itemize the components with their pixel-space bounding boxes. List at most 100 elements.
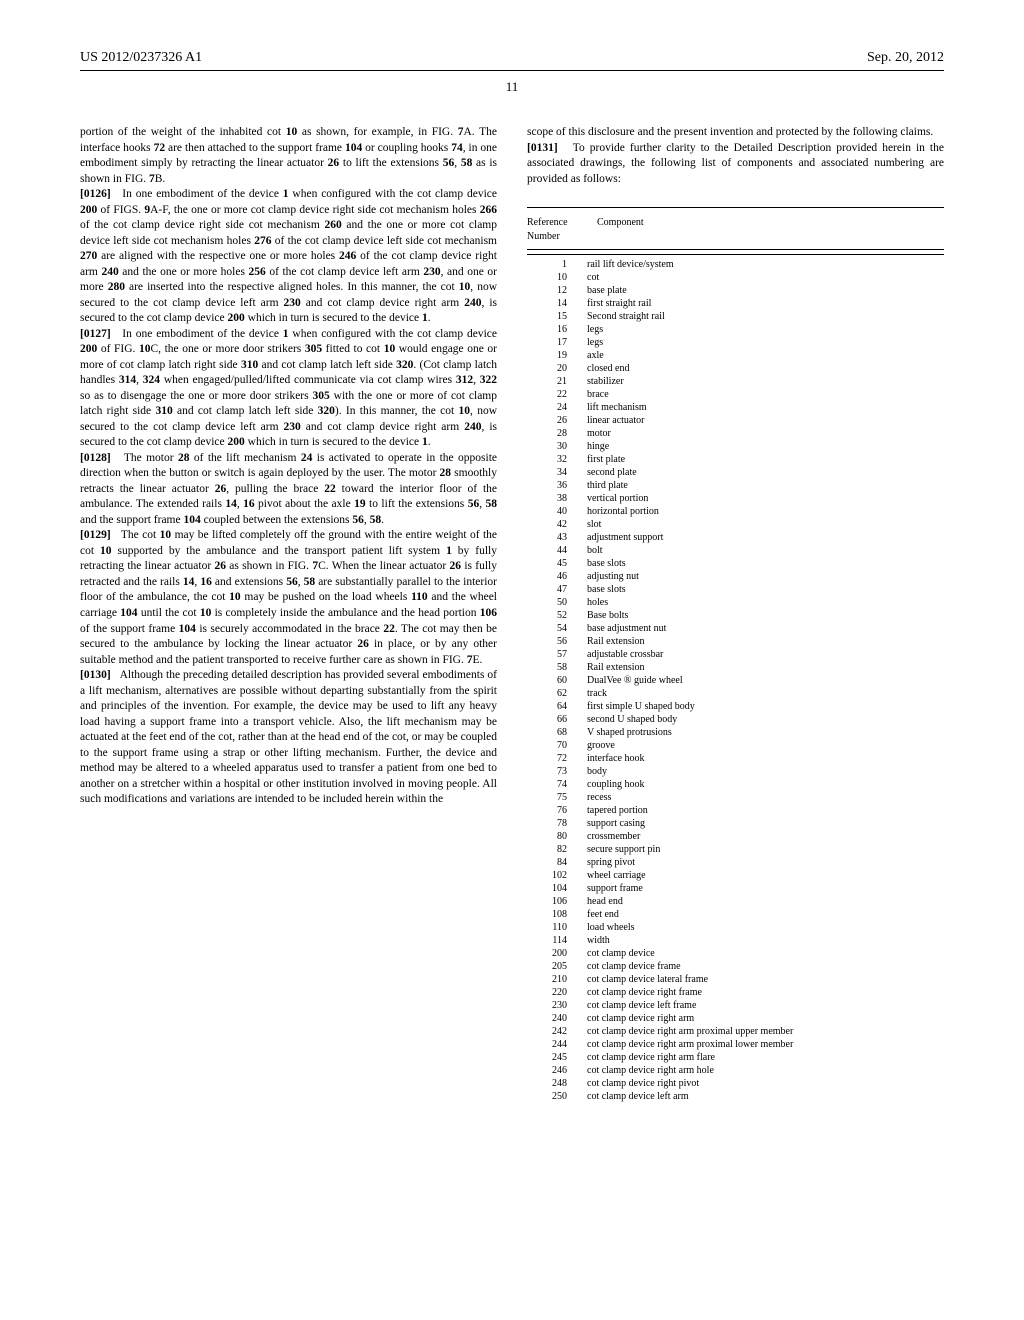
ref-number: 82 [527, 843, 587, 856]
ref-row: 56Rail extension [527, 635, 944, 648]
ref-number: 73 [527, 765, 587, 778]
ref-component: cot clamp device right pivot [587, 1077, 944, 1090]
ref-component: linear actuator [587, 414, 944, 427]
ref-number: 14 [527, 297, 587, 310]
ref-component: DualVee ® guide wheel [587, 674, 944, 687]
ref-row: 242cot clamp device right arm proximal u… [527, 1025, 944, 1038]
ref-row: 17legs [527, 336, 944, 349]
ref-component: hinge [587, 440, 944, 453]
ref-component: wheel carriage [587, 869, 944, 882]
ref-number: 70 [527, 739, 587, 752]
ref-row: 106head end [527, 895, 944, 908]
ref-component: Base bolts [587, 609, 944, 622]
ref-row: 19axle [527, 349, 944, 362]
ref-number: 38 [527, 492, 587, 505]
ref-row: 102wheel carriage [527, 869, 944, 882]
ref-header-number: ReferenceNumber [527, 216, 587, 243]
ref-component: adjustable crossbar [587, 648, 944, 661]
ref-number: 52 [527, 609, 587, 622]
ref-number: 205 [527, 960, 587, 973]
ref-component: cot clamp device right arm proximal lowe… [587, 1038, 944, 1051]
ref-row: 54base adjustment nut [527, 622, 944, 635]
ref-row: 80crossmember [527, 830, 944, 843]
ref-row: 36third plate [527, 479, 944, 492]
ref-row: 10cot [527, 271, 944, 284]
ref-component: cot clamp device right arm flare [587, 1051, 944, 1064]
ref-number: 72 [527, 752, 587, 765]
ref-component: spring pivot [587, 856, 944, 869]
ref-number: 30 [527, 440, 587, 453]
ref-component: second U shaped body [587, 713, 944, 726]
ref-row: 22brace [527, 388, 944, 401]
ref-row: 50holes [527, 596, 944, 609]
ref-row: 78support casing [527, 817, 944, 830]
ref-component: recess [587, 791, 944, 804]
ref-component: adjusting nut [587, 570, 944, 583]
ref-row: 200cot clamp device [527, 947, 944, 960]
ref-number: 57 [527, 648, 587, 661]
ref-component: bolt [587, 544, 944, 557]
ref-row: 240cot clamp device right arm [527, 1012, 944, 1025]
ref-row: 250cot clamp device left arm [527, 1090, 944, 1103]
ref-row: 30hinge [527, 440, 944, 453]
ref-number: 250 [527, 1090, 587, 1103]
ref-component: feet end [587, 908, 944, 921]
ref-component: vertical portion [587, 492, 944, 505]
ref-number: 16 [527, 323, 587, 336]
ref-component: axle [587, 349, 944, 362]
ref-row: 20closed end [527, 362, 944, 375]
ref-row: 74coupling hook [527, 778, 944, 791]
ref-component: groove [587, 739, 944, 752]
ref-component: slot [587, 518, 944, 531]
ref-number: 60 [527, 674, 587, 687]
ref-component: first straight rail [587, 297, 944, 310]
ref-row: 75recess [527, 791, 944, 804]
ref-number: 64 [527, 700, 587, 713]
ref-component: Rail extension [587, 661, 944, 674]
ref-component: width [587, 934, 944, 947]
ref-row: 108feet end [527, 908, 944, 921]
ref-component: V shaped protrusions [587, 726, 944, 739]
ref-component: cot clamp device right frame [587, 986, 944, 999]
ref-row: 57adjustable crossbar [527, 648, 944, 661]
ref-row: 210cot clamp device lateral frame [527, 973, 944, 986]
ref-row: 45base slots [527, 557, 944, 570]
ref-component: Rail extension [587, 635, 944, 648]
ref-number: 200 [527, 947, 587, 960]
ref-row: 70groove [527, 739, 944, 752]
ref-component: interface hook [587, 752, 944, 765]
page-number: 11 [80, 79, 944, 95]
ref-number: 76 [527, 804, 587, 817]
ref-row: 248cot clamp device right pivot [527, 1077, 944, 1090]
ref-number: 242 [527, 1025, 587, 1038]
ref-component: secure support pin [587, 843, 944, 856]
ref-row: 230cot clamp device left frame [527, 999, 944, 1012]
ref-component: support frame [587, 882, 944, 895]
ref-row: 205cot clamp device frame [527, 960, 944, 973]
ref-component: head end [587, 895, 944, 908]
ref-component: tapered portion [587, 804, 944, 817]
ref-component: load wheels [587, 921, 944, 934]
ref-number: 20 [527, 362, 587, 375]
ref-number: 75 [527, 791, 587, 804]
ref-rows-container: 1rail lift device/system10cot12base plat… [527, 254, 944, 1103]
paragraph-cont: portion of the weight of the inhabited c… [80, 125, 497, 187]
ref-number: 54 [527, 622, 587, 635]
ref-row: 40horizontal portion [527, 505, 944, 518]
ref-row: 15Second straight rail [527, 310, 944, 323]
right-column: scope of this disclosure and the present… [527, 125, 944, 1103]
ref-component: cot clamp device frame [587, 960, 944, 973]
ref-component: legs [587, 336, 944, 349]
ref-number: 110 [527, 921, 587, 934]
left-column: portion of the weight of the inhabited c… [80, 125, 497, 1103]
ref-row: 76tapered portion [527, 804, 944, 817]
ref-number: 32 [527, 453, 587, 466]
ref-row: 220cot clamp device right frame [527, 986, 944, 999]
ref-row: 24lift mechanism [527, 401, 944, 414]
ref-number: 1 [527, 258, 587, 271]
ref-number: 43 [527, 531, 587, 544]
ref-number: 22 [527, 388, 587, 401]
ref-row: 14first straight rail [527, 297, 944, 310]
ref-header-component: Component [587, 216, 944, 243]
ref-row: 66second U shaped body [527, 713, 944, 726]
